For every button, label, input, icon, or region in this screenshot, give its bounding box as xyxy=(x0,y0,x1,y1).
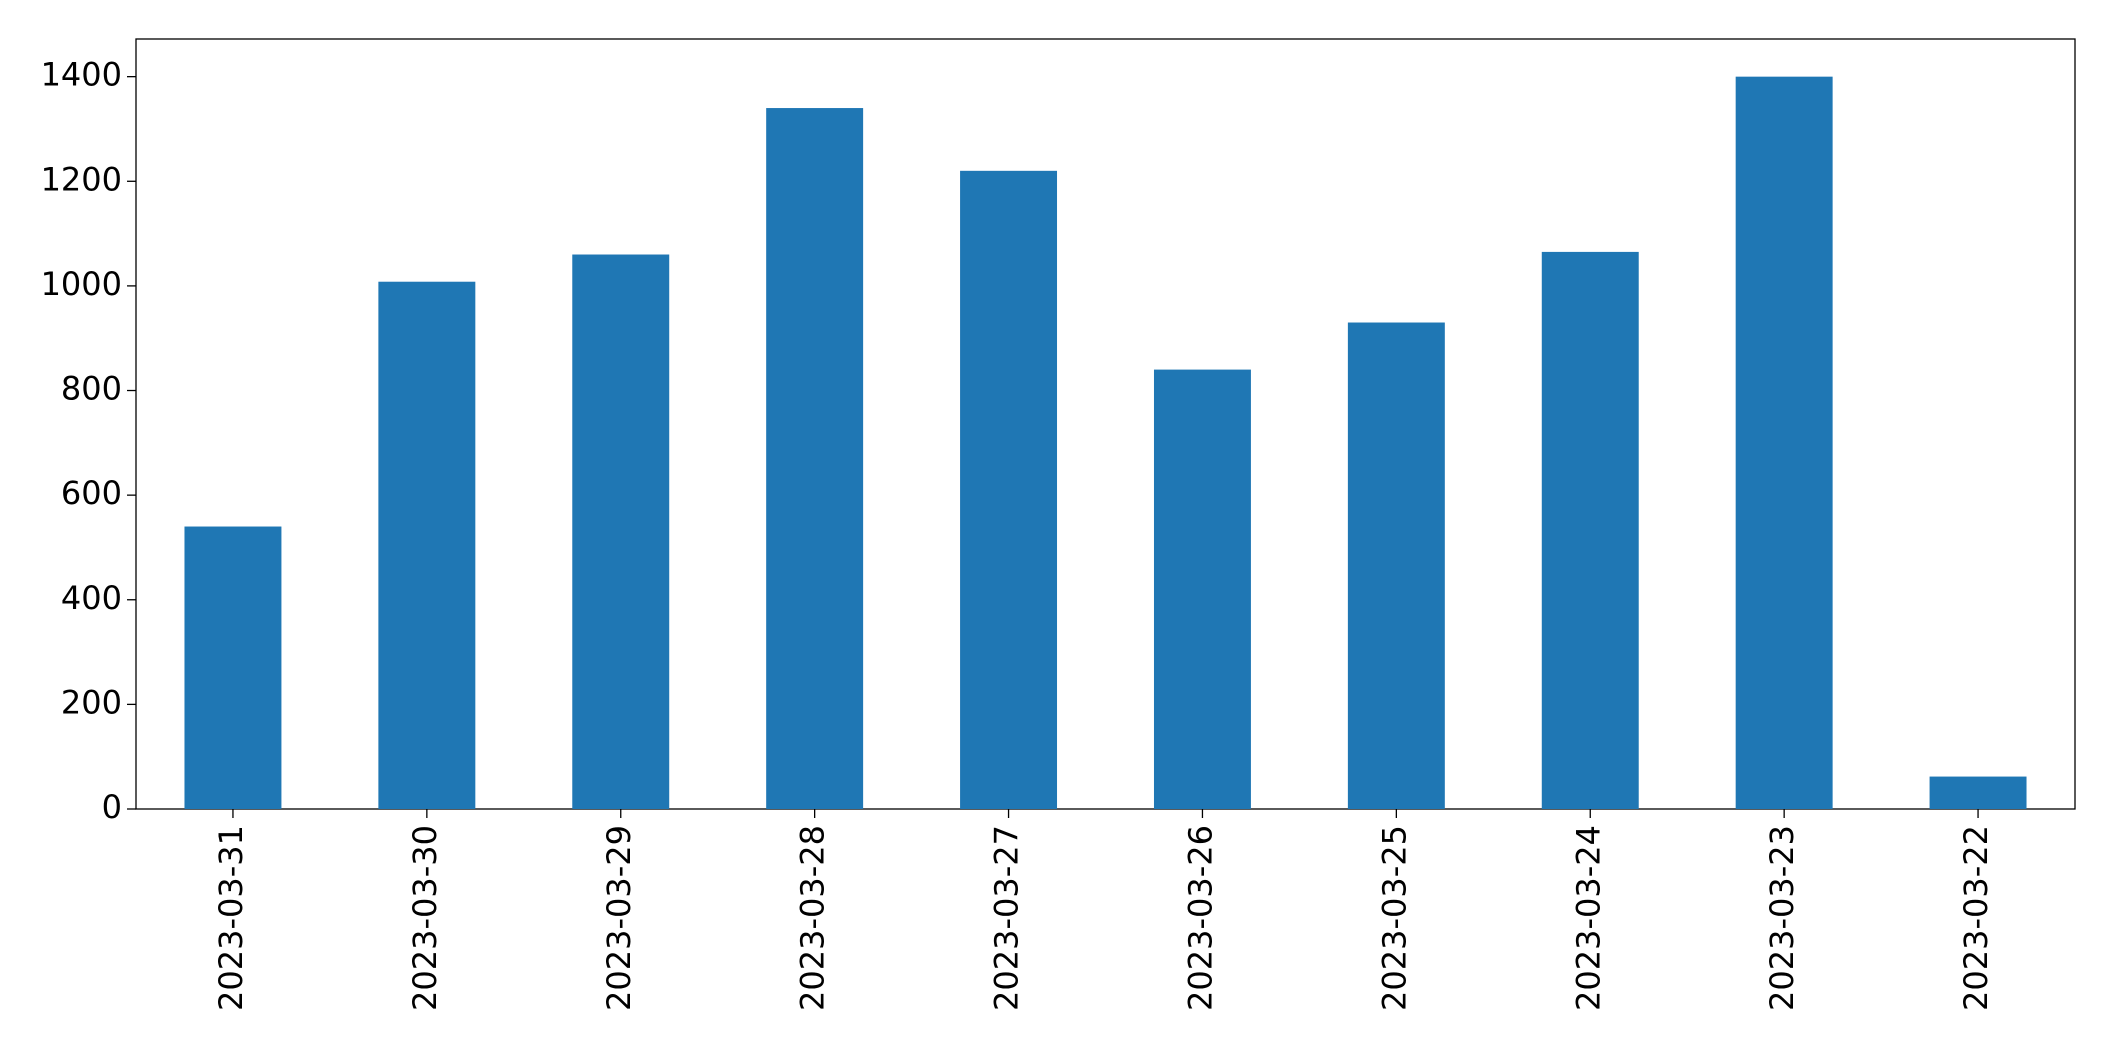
plot-frame xyxy=(135,38,2076,810)
y-tick-label: 1200 xyxy=(41,160,122,198)
x-tick-label: 2023-03-22 xyxy=(1957,825,1995,1011)
bar xyxy=(1153,369,1251,809)
y-tick-label: 1000 xyxy=(41,265,122,303)
bar xyxy=(1541,251,1639,809)
y-tick-label: 1400 xyxy=(41,56,122,94)
y-tick-label: 400 xyxy=(61,579,122,617)
y-tick-label: 200 xyxy=(61,683,122,721)
x-tick-label: 2023-03-27 xyxy=(988,825,1026,1011)
bar xyxy=(184,526,282,809)
bar xyxy=(1735,76,1833,810)
x-tick-label: 2023-03-24 xyxy=(1569,825,1607,1011)
bar xyxy=(378,281,476,809)
bar xyxy=(766,108,864,810)
y-tick-label: 600 xyxy=(61,474,122,512)
x-tick-label: 2023-03-30 xyxy=(406,825,444,1011)
bar xyxy=(1929,776,2027,809)
x-tick-label: 2023-03-29 xyxy=(600,825,638,1011)
y-tick-label: 0 xyxy=(102,788,122,826)
bar xyxy=(1347,322,1445,809)
x-tick-label: 2023-03-25 xyxy=(1375,825,1413,1011)
x-tick-label: 2023-03-23 xyxy=(1763,825,1801,1011)
x-tick-label: 2023-03-31 xyxy=(212,825,250,1011)
x-tick-label: 2023-03-28 xyxy=(794,825,832,1011)
bar xyxy=(960,170,1058,809)
x-tick-label: 2023-03-26 xyxy=(1181,825,1219,1011)
y-tick-label: 800 xyxy=(61,370,122,408)
bar xyxy=(572,254,670,810)
